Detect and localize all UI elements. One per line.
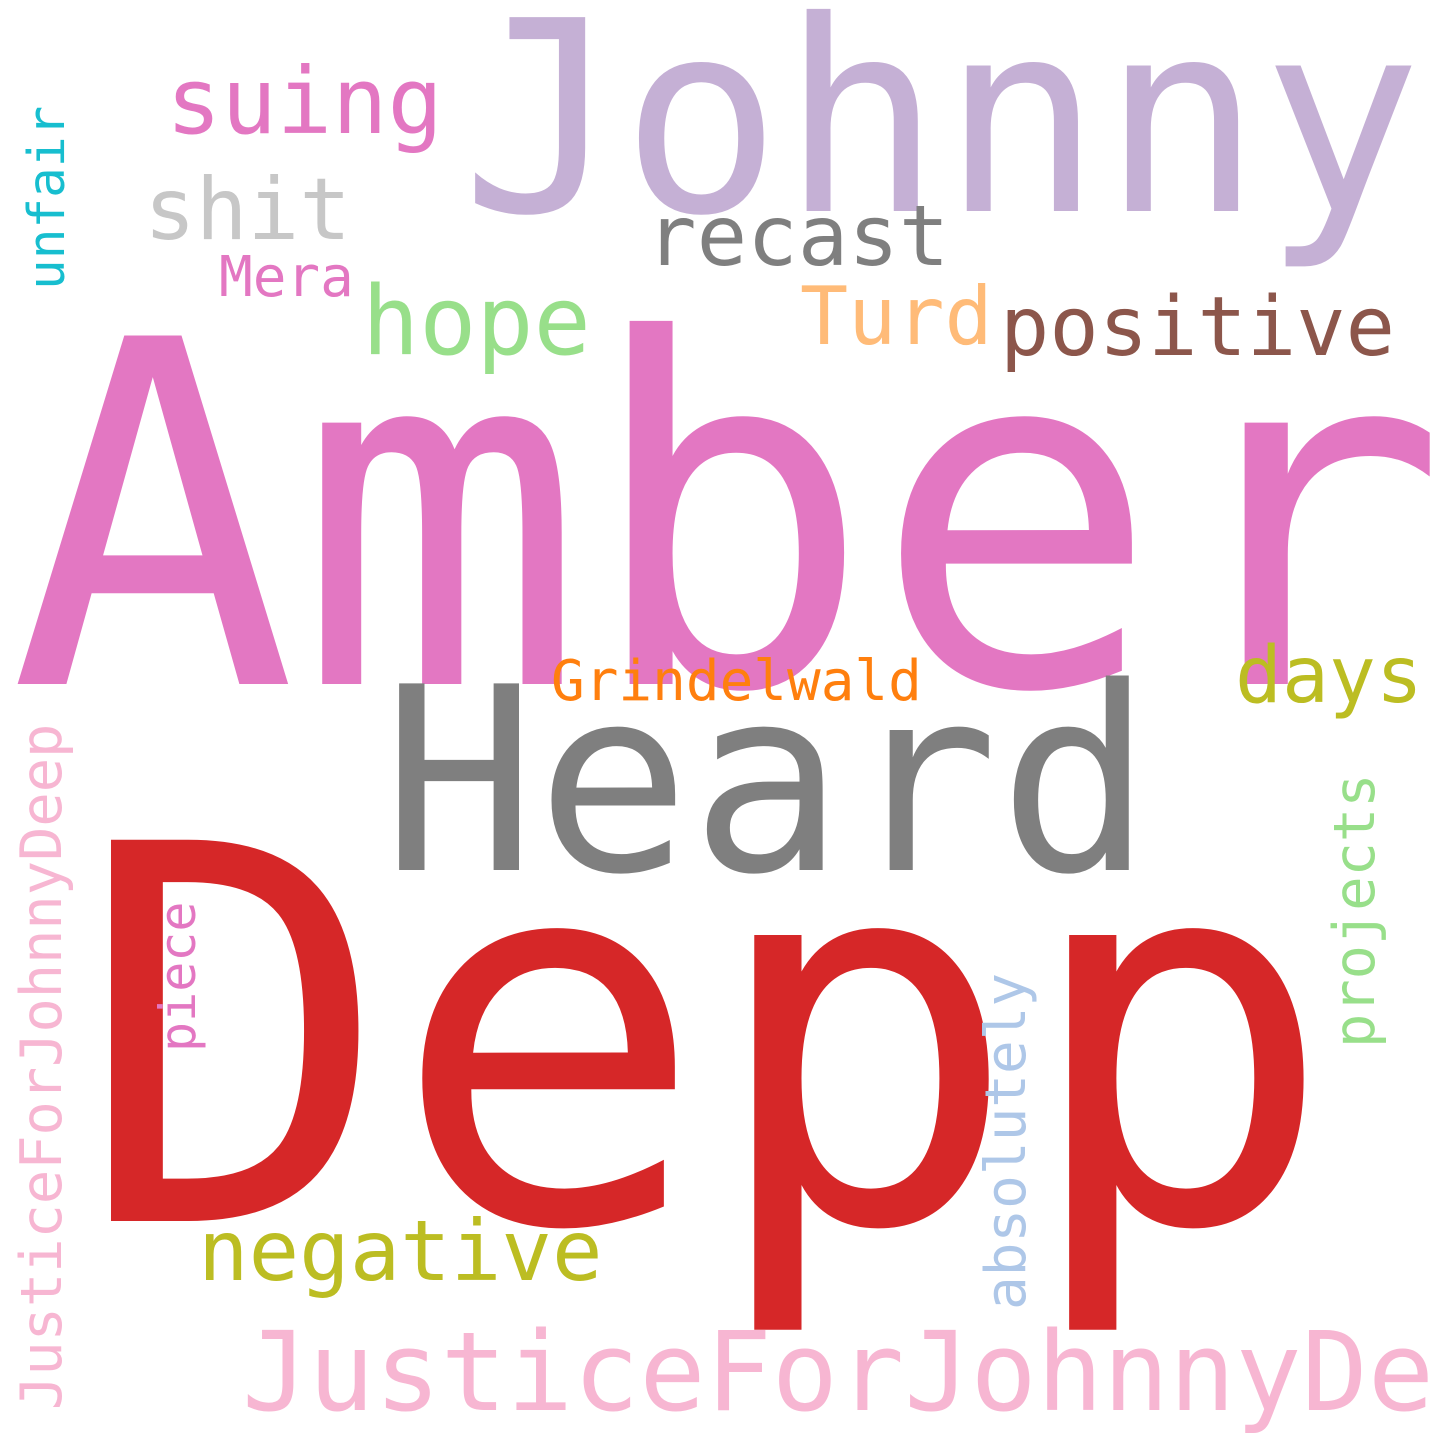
word-suing: suing bbox=[166, 48, 443, 155]
word-shit: shit bbox=[144, 160, 352, 260]
word-justice-for-johnny-depp: JusticeForJohnnyDepp bbox=[242, 1308, 1440, 1436]
word-grindelwald: Grindelwald bbox=[551, 649, 922, 714]
word-depp: Depp bbox=[76, 737, 1336, 1345]
word-turd: Turd bbox=[800, 270, 993, 363]
word-hope: hope bbox=[362, 267, 591, 377]
word-days: days bbox=[1235, 631, 1423, 721]
word-negative: negative bbox=[198, 1202, 603, 1300]
word-amber: Amber bbox=[9, 240, 1440, 797]
word-heard: Heard bbox=[382, 633, 1153, 931]
word-recast: recast bbox=[646, 187, 950, 285]
word-johnny: Johnny bbox=[461, 0, 1422, 274]
word-mera: Mera bbox=[219, 245, 354, 310]
word-positive: positive bbox=[1000, 280, 1395, 375]
word-justice-for-johnny-deep: JusticeForJohnnyDeep bbox=[9, 723, 75, 1410]
word-projects: projects bbox=[1322, 773, 1388, 1048]
word-piece: piece bbox=[149, 901, 207, 1052]
word-unfair: unfair bbox=[18, 105, 77, 290]
word-absolutely: absolutely bbox=[974, 972, 1039, 1310]
